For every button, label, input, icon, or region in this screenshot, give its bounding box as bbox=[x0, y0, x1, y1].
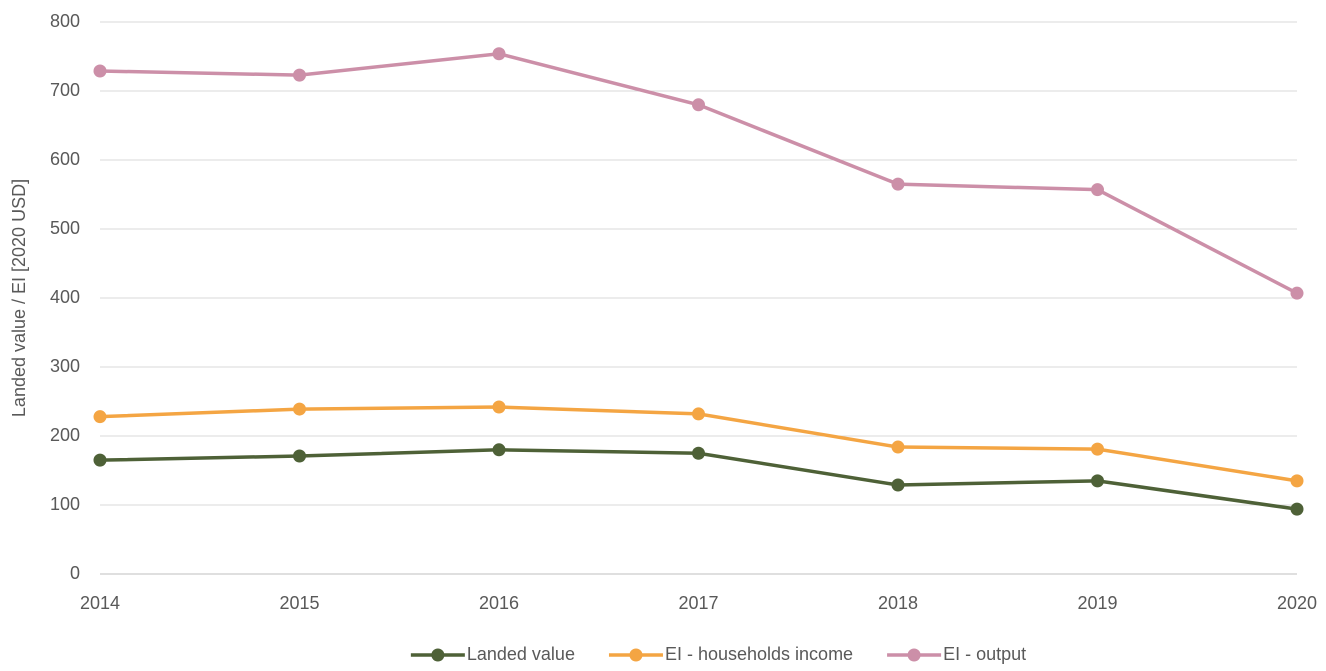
legend-marker bbox=[431, 648, 445, 662]
legend-label: Landed value bbox=[467, 644, 575, 664]
data-point bbox=[293, 402, 306, 416]
data-point bbox=[93, 453, 107, 467]
data-point bbox=[1091, 474, 1104, 488]
data-point bbox=[692, 407, 705, 421]
data-point bbox=[492, 47, 506, 61]
y-tick-label: 800 bbox=[50, 11, 80, 31]
x-tick-label: 2016 bbox=[479, 593, 519, 613]
data-point bbox=[93, 64, 107, 78]
legend-marker bbox=[907, 648, 921, 662]
data-point bbox=[1091, 442, 1104, 456]
legend-label: EI - output bbox=[943, 644, 1026, 664]
data-point bbox=[891, 177, 905, 191]
y-tick-label: 100 bbox=[50, 494, 80, 514]
y-tick-label: 600 bbox=[50, 149, 80, 169]
y-tick-label: 200 bbox=[50, 425, 80, 445]
y-tick-label: 500 bbox=[50, 218, 80, 238]
y-tick-label: 0 bbox=[70, 563, 80, 583]
data-point bbox=[1290, 474, 1304, 488]
data-point bbox=[692, 446, 705, 460]
data-point bbox=[492, 443, 506, 457]
data-point bbox=[492, 400, 506, 414]
data-point bbox=[293, 449, 306, 463]
y-tick-label: 300 bbox=[50, 356, 80, 376]
legend-label: EI - households income bbox=[665, 644, 853, 664]
x-tick-label: 2019 bbox=[1077, 593, 1117, 613]
data-point bbox=[1290, 286, 1304, 300]
data-point bbox=[1091, 183, 1104, 197]
x-tick-label: 2014 bbox=[80, 593, 120, 613]
x-tick-label: 2015 bbox=[279, 593, 319, 613]
series-line bbox=[99, 51, 1298, 295]
y-tick-label: 700 bbox=[50, 80, 80, 100]
y-tick-label: 400 bbox=[50, 287, 80, 307]
x-tick-label: 2018 bbox=[878, 593, 918, 613]
x-tick-label: 2020 bbox=[1277, 593, 1317, 613]
data-point bbox=[891, 440, 905, 454]
data-point bbox=[692, 98, 705, 112]
data-point bbox=[93, 410, 107, 424]
data-point bbox=[1290, 502, 1304, 516]
legend-marker bbox=[629, 648, 643, 662]
x-tick-label: 2017 bbox=[678, 593, 718, 613]
data-point bbox=[293, 68, 306, 82]
y-axis-label: Landed value / EI [2020 USD] bbox=[9, 179, 29, 417]
data-point bbox=[891, 478, 905, 492]
